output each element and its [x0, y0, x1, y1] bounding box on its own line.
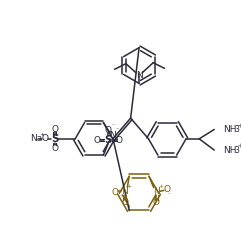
- Text: O: O: [153, 198, 160, 207]
- Text: Na: Na: [31, 134, 43, 143]
- Text: +: +: [238, 143, 241, 149]
- Text: 3: 3: [234, 125, 239, 134]
- Text: N: N: [153, 187, 160, 196]
- Text: N: N: [136, 71, 142, 80]
- Text: NH: NH: [223, 146, 236, 155]
- Text: ⁻: ⁻: [168, 194, 171, 199]
- Text: NH: NH: [223, 125, 236, 134]
- Text: ⁻: ⁻: [116, 128, 119, 134]
- Text: +: +: [238, 123, 241, 129]
- Text: O: O: [105, 126, 112, 135]
- Text: O: O: [112, 188, 119, 197]
- Text: ⁻: ⁻: [111, 124, 114, 129]
- Text: S: S: [104, 135, 112, 145]
- Text: 3: 3: [234, 146, 239, 155]
- Text: O: O: [121, 198, 128, 207]
- Text: O: O: [93, 136, 100, 145]
- Text: O: O: [42, 134, 49, 143]
- Text: +: +: [127, 184, 132, 189]
- Text: O: O: [51, 144, 58, 153]
- Text: N: N: [109, 131, 116, 140]
- Text: O: O: [163, 185, 170, 194]
- Text: N: N: [121, 187, 128, 196]
- Text: +: +: [40, 132, 45, 137]
- Text: S: S: [51, 134, 58, 144]
- Text: +: +: [159, 184, 164, 189]
- Text: ⁻: ⁻: [118, 195, 121, 200]
- Text: O: O: [116, 136, 123, 145]
- Text: O: O: [51, 125, 58, 134]
